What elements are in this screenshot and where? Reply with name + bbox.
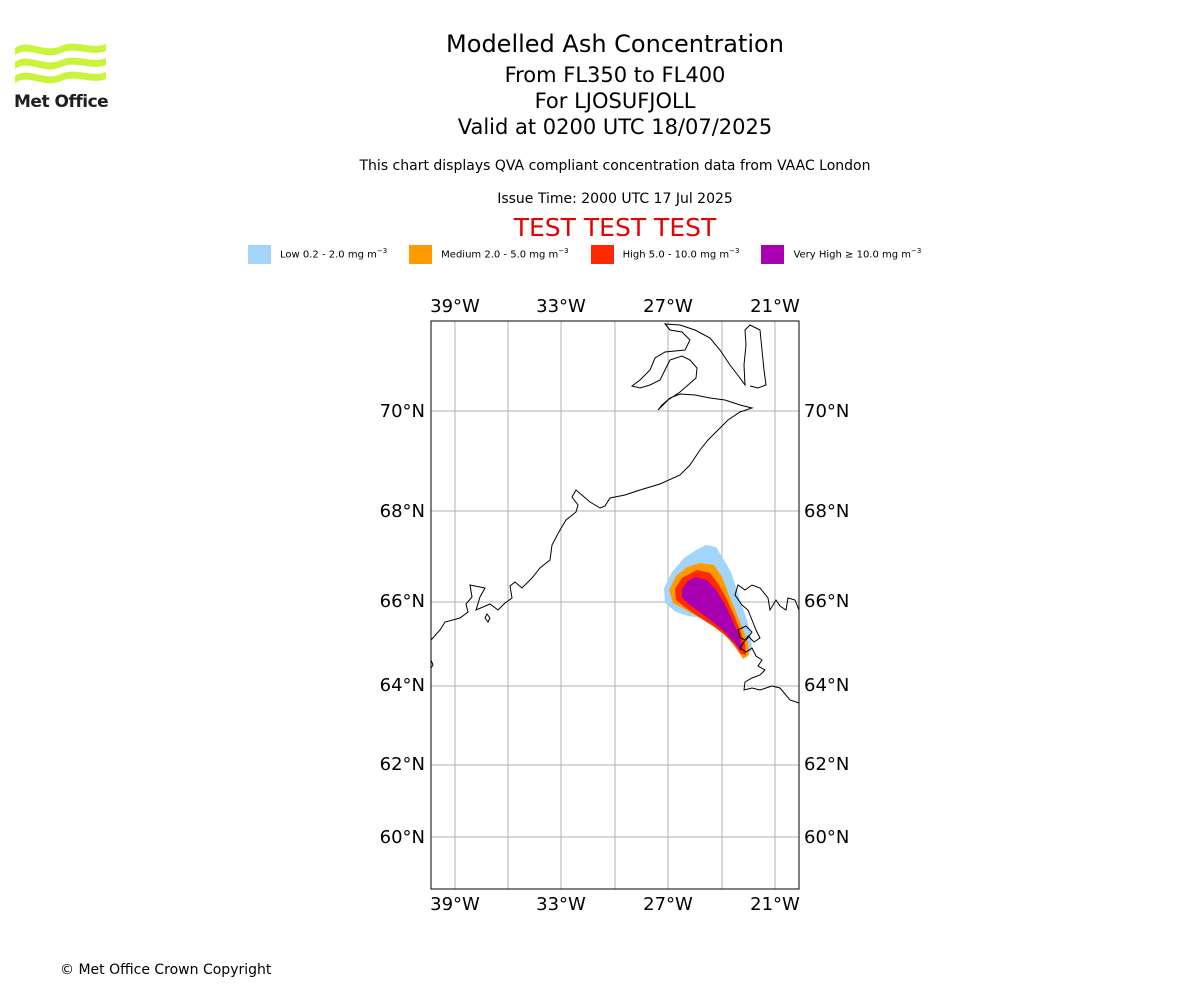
- lat-label-left: 64°N: [380, 675, 425, 696]
- ash-area-very-high: [682, 577, 742, 651]
- legend-label-very-high: Very High ≥ 10.0 mg m−3: [793, 247, 922, 261]
- legend-swatch-very-high: [761, 244, 785, 264]
- lat-label-right: 68°N: [804, 501, 849, 522]
- legend-item-high: High 5.0 - 10.0 mg m−3: [590, 244, 740, 264]
- lon-label-bottom: 39°W: [430, 894, 480, 915]
- legend-item-low: Low 0.2 - 2.0 mg m−3: [248, 244, 388, 264]
- lon-label-bottom: 33°W: [536, 894, 586, 915]
- lon-label-top: 39°W: [430, 296, 480, 317]
- legend-swatch-high: [590, 244, 614, 264]
- lat-label-left: 66°N: [380, 591, 425, 612]
- lat-label-right: 60°N: [804, 827, 849, 848]
- lon-label-bottom: 27°W: [643, 894, 693, 915]
- valid-time: Valid at 0200 UTC 18/07/2025: [457, 115, 773, 139]
- legend-item-medium: Medium 2.0 - 5.0 mg m−3: [409, 244, 569, 264]
- test-banner: TEST TEST TEST: [513, 213, 717, 242]
- lat-label-right: 70°N: [804, 401, 849, 422]
- lon-label-top: 33°W: [536, 296, 586, 317]
- copyright: © Met Office Crown Copyright: [60, 962, 272, 978]
- legend: Low 0.2 - 2.0 mg m−3 Medium 2.0 - 5.0 mg…: [248, 243, 943, 265]
- issue-time: Issue Time: 2000 UTC 17 Jul 2025: [497, 191, 733, 207]
- coastlines: [430, 323, 800, 704]
- lat-label-left: 60°N: [380, 827, 425, 848]
- lon-label-top: 21°W: [750, 296, 800, 317]
- map-frame: [430, 320, 800, 890]
- met-office-logo: [15, 43, 106, 84]
- legend-label-low: Low 0.2 - 2.0 mg m−3: [280, 247, 388, 261]
- flight-levels: From FL350 to FL400: [504, 63, 726, 87]
- lat-label-left: 62°N: [380, 754, 425, 775]
- lon-label-bottom: 21°W: [750, 894, 800, 915]
- lat-label-right: 66°N: [804, 591, 849, 612]
- legend-label-high: High 5.0 - 10.0 mg m−3: [622, 247, 740, 261]
- volcano-name: For LJOSUFJOLL: [534, 89, 696, 113]
- legend-item-very-high: Very High ≥ 10.0 mg m−3: [761, 244, 922, 264]
- legend-swatch-low: [248, 244, 271, 264]
- chart-description: This chart displays QVA compliant concen…: [359, 158, 871, 174]
- lat-label-right: 64°N: [804, 675, 849, 696]
- ash-plume: [664, 545, 752, 659]
- chart-title: Modelled Ash Concentration: [446, 30, 784, 58]
- lon-label-top: 27°W: [643, 296, 693, 317]
- lat-label-left: 68°N: [380, 501, 425, 522]
- lat-label-left: 70°N: [380, 401, 425, 422]
- lat-label-right: 62°N: [804, 754, 849, 775]
- logo-text: Met Office: [14, 92, 109, 112]
- legend-swatch-medium: [409, 244, 433, 264]
- legend-label-medium: Medium 2.0 - 5.0 mg m−3: [441, 247, 569, 261]
